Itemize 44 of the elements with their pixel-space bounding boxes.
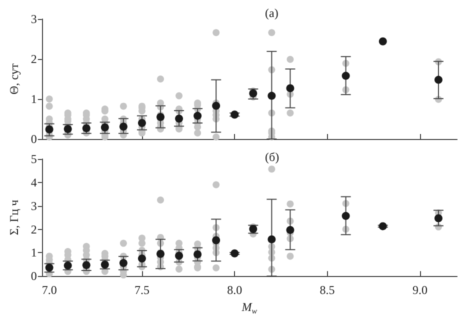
point: [286, 226, 294, 234]
chart-title: (а): [265, 6, 278, 20]
x-tick-label: 7.0: [42, 283, 57, 298]
y-tick-label: 2: [30, 52, 37, 66]
y-tick-label: 3: [30, 12, 37, 26]
point: [45, 125, 54, 134]
point: [434, 76, 442, 84]
point: [342, 212, 350, 220]
y-tick-label: 4: [30, 175, 37, 190]
x-tick-label: 9.0: [412, 283, 428, 298]
point: [434, 214, 442, 222]
chart-title: (б): [265, 150, 280, 164]
point: [378, 37, 387, 46]
point: [212, 236, 220, 244]
point: [119, 122, 128, 131]
y-tick-label: 0: [30, 132, 37, 146]
point: [342, 72, 350, 80]
point: [268, 235, 276, 244]
point: [212, 102, 220, 110]
point: [82, 261, 90, 270]
point: [156, 113, 164, 121]
point: [138, 119, 146, 127]
point: [268, 92, 276, 100]
y-tick-label: 2: [30, 222, 37, 236]
y-tick-label: 5: [30, 152, 37, 166]
point: [175, 252, 184, 260]
point: [378, 222, 387, 230]
point: [175, 114, 184, 123]
y-tick-label: 1: [30, 246, 37, 260]
point: [230, 249, 239, 258]
point: [138, 254, 146, 263]
point: [194, 112, 202, 120]
x-tick-label: 8.0: [227, 283, 242, 298]
y-tick-label: 1: [30, 92, 37, 106]
point: [119, 258, 128, 267]
x-tick-label: 7.5: [134, 283, 150, 298]
x-tick-label: 8.5: [320, 283, 335, 298]
y-axis-title: Σ, Гц ч: [7, 200, 21, 236]
y-axis-title: Θ, сут: [7, 62, 21, 95]
point: [286, 84, 294, 92]
point: [45, 264, 54, 272]
y-tick-label: 0: [30, 269, 37, 284]
point: [100, 123, 109, 132]
y-tick-label: 3: [30, 198, 37, 213]
